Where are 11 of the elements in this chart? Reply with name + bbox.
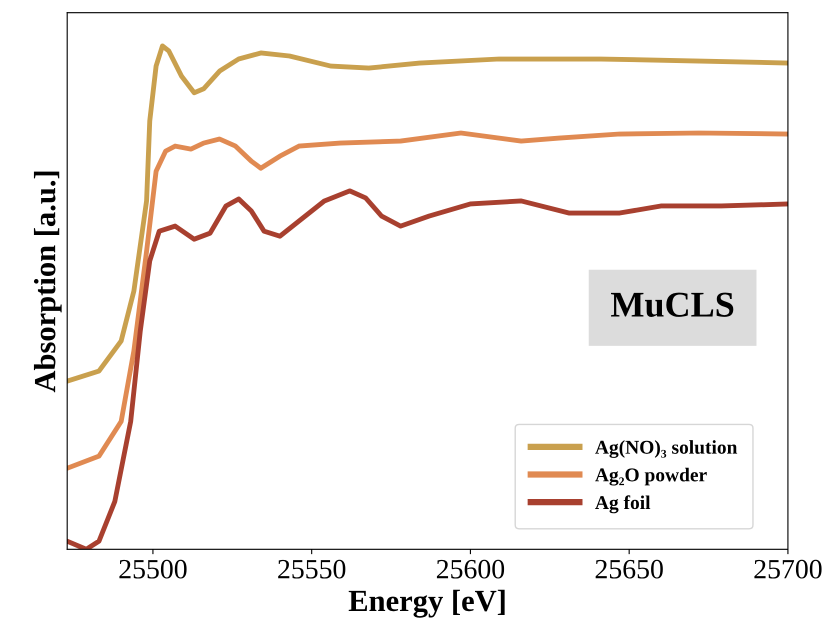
x-tick-label: 25650 bbox=[596, 560, 663, 579]
legend-label: Ag(NO)₃ solution bbox=[595, 440, 738, 458]
x-tick-label: 25600 bbox=[436, 560, 504, 579]
x-tick-label: 25500 bbox=[119, 560, 187, 579]
y-axis-title: Absorption [a.u.] bbox=[34, 172, 62, 392]
x-tick-label: 25700 bbox=[754, 560, 822, 579]
annotation: MuCLS bbox=[611, 292, 734, 317]
legend-label: Ag₂O powder bbox=[595, 468, 707, 486]
x-tick-label: 25550 bbox=[278, 560, 346, 579]
x-axis-title: Energy [eV] bbox=[348, 590, 505, 618]
legend-label: Ag foil bbox=[595, 495, 650, 514]
